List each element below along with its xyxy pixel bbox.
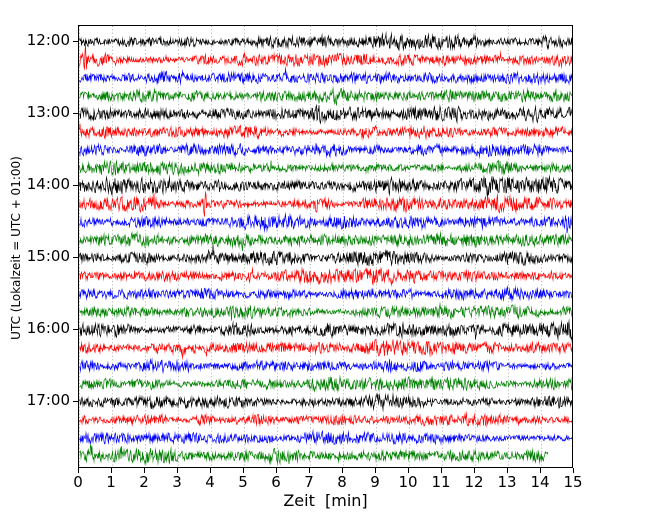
y-tick-label: 15:00 — [26, 247, 70, 265]
plot-area — [78, 25, 573, 468]
x-tick — [242, 468, 244, 473]
x-tick-label: 3 — [172, 473, 182, 491]
x-tick-label: 12 — [464, 473, 484, 491]
x-axis-label: Zeit [min] — [283, 491, 368, 510]
x-tick-label: 15 — [563, 473, 583, 491]
y-tick-label: 17:00 — [26, 391, 70, 409]
y-tick-label: 16:00 — [26, 319, 70, 337]
x-tick — [539, 468, 541, 473]
x-tick-label: 7 — [304, 473, 314, 491]
y-tick — [73, 400, 78, 402]
x-tick — [275, 468, 277, 473]
x-tick-label: 0 — [73, 473, 83, 491]
y-tick-label: 13:00 — [26, 103, 70, 121]
x-tick — [572, 468, 574, 473]
x-tick-label: 1 — [106, 473, 116, 491]
x-tick-label: 8 — [337, 473, 347, 491]
y-tick-label: 14:00 — [26, 175, 70, 193]
x-tick — [176, 468, 178, 473]
y-tick — [73, 112, 78, 114]
x-tick — [506, 468, 508, 473]
x-tick-label: 11 — [431, 473, 451, 491]
x-tick — [77, 468, 79, 473]
x-tick-label: 10 — [398, 473, 418, 491]
x-tick — [143, 468, 145, 473]
seismogram-canvas — [79, 26, 572, 467]
x-tick-label: 4 — [205, 473, 215, 491]
x-tick — [308, 468, 310, 473]
y-tick — [73, 256, 78, 258]
x-tick-label: 6 — [271, 473, 281, 491]
x-tick — [341, 468, 343, 473]
x-tick — [440, 468, 442, 473]
y-tick-label: 12:00 — [26, 31, 70, 49]
x-tick — [110, 468, 112, 473]
y-tick — [73, 184, 78, 186]
x-tick — [374, 468, 376, 473]
y-tick — [73, 328, 78, 330]
x-tick-label: 13 — [497, 473, 517, 491]
x-tick-label: 14 — [530, 473, 550, 491]
y-tick — [73, 40, 78, 42]
x-tick-label: 2 — [139, 473, 149, 491]
x-tick-label: 5 — [238, 473, 248, 491]
x-tick — [407, 468, 409, 473]
x-tick — [473, 468, 475, 473]
x-tick — [209, 468, 211, 473]
x-tick-label: 9 — [370, 473, 380, 491]
